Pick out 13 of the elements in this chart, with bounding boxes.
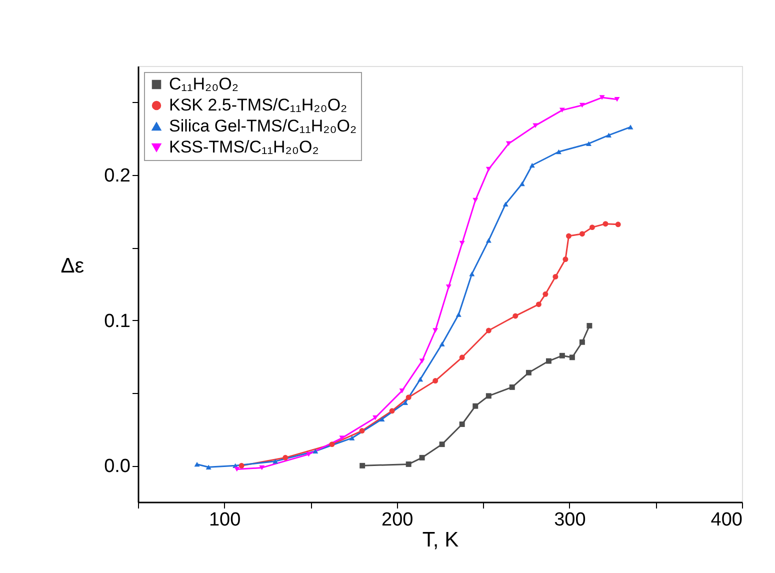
x-tick-label: 400 [710,510,742,530]
x-tick-label: 200 [382,510,414,530]
legend-label: KSS-TMS/C₁₁H₂₀O₂ [169,138,319,156]
y-tick-label: 0.2 [104,166,130,186]
x-tick-label: 100 [208,510,241,530]
legend-label: KSK 2.5-TMS/C₁₁H₂₀O₂ [169,96,348,114]
y-tick-label: 0.0 [104,456,130,478]
x-axis-title: T, K [422,528,459,552]
y-tick-label: 0.1 [104,310,130,332]
x-tick-label: 300 [554,510,586,530]
legend-label: C₁₁H₂₀O₂ [169,74,239,94]
y-axis-title: Δε [60,254,84,278]
legend-label: Silica Gel-TMS/C₁₁H₂₀O₂ [169,116,357,136]
